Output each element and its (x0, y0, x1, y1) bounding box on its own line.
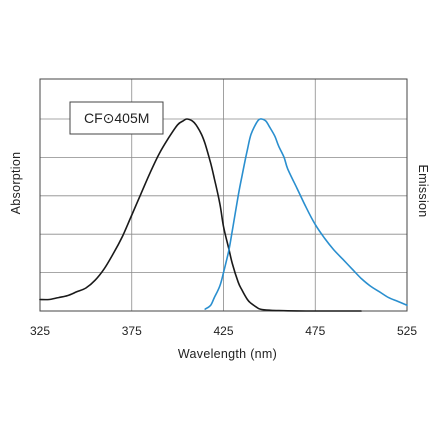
x-tick-label: 525 (397, 324, 417, 338)
legend-box: CF⊙405M (69, 101, 164, 135)
x-tick-label: 425 (213, 324, 233, 338)
x-tick-label: 475 (305, 324, 325, 338)
x-tick-label: 375 (122, 324, 142, 338)
x-tick-label: 325 (30, 324, 50, 338)
absorption-line (39, 118, 362, 312)
plot-frame (39, 78, 408, 312)
series-layer (39, 118, 408, 312)
y-axis-label-absorption: Absorption (9, 152, 23, 215)
y-axis-label-emission: Emission (416, 164, 430, 217)
x-axis-label: Wavelength (nm) (178, 347, 277, 361)
legend-label: CF⊙405M (84, 110, 149, 126)
x-tick-labels: 325 375 425 475 525 (30, 324, 417, 338)
legend-frame (69, 101, 164, 135)
emission-line (204, 118, 408, 310)
